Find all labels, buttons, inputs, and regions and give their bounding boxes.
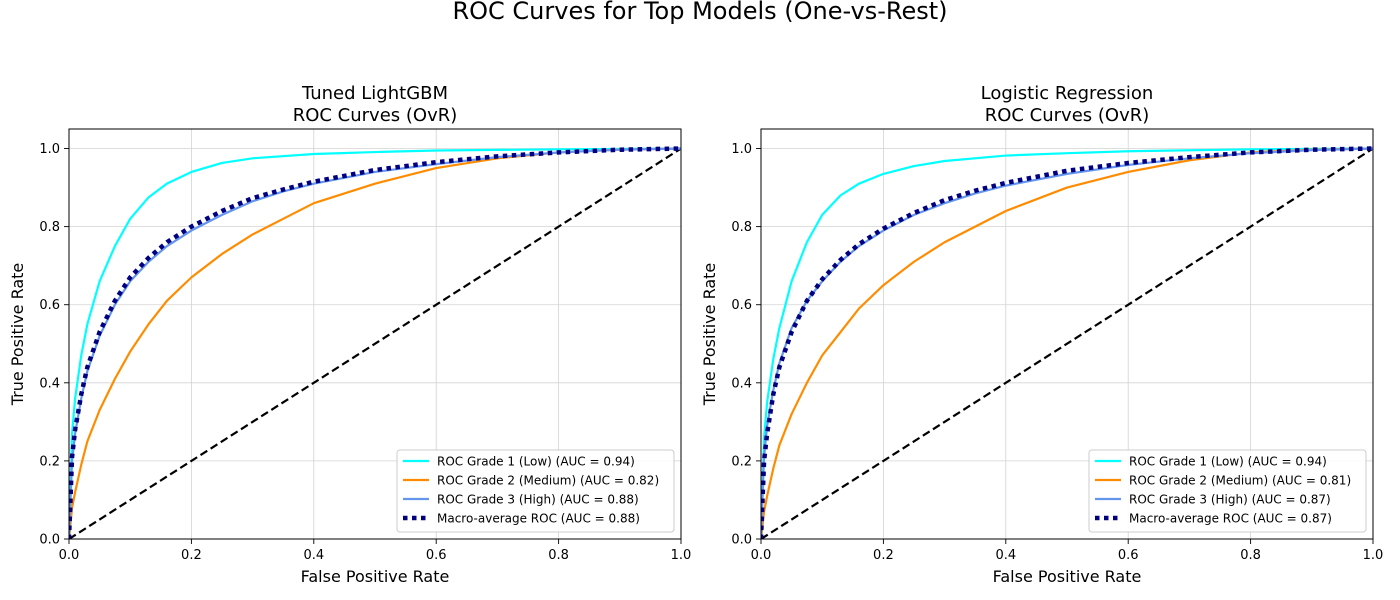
roc-series-line — [761, 146, 1373, 539]
y-tick-label: 0.4 — [39, 376, 60, 391]
legend-box — [1088, 449, 1367, 533]
y-tick-label: 0.4 — [731, 376, 752, 391]
y-axis-label: True Positive Rate — [700, 263, 719, 407]
x-tick-label: 0.8 — [548, 548, 569, 563]
x-tick-label: 0.6 — [426, 548, 447, 563]
y-tick-label: 0.6 — [39, 298, 60, 313]
legend-entry-label: ROC Grade 2 (Medium) (AUC = 0.82) — [437, 474, 659, 488]
y-tick-label: 1.0 — [731, 142, 752, 157]
legend-entry-label: ROC Grade 3 (High) (AUC = 0.88) — [437, 493, 639, 507]
roc-series-line — [761, 147, 1373, 539]
chance-diagonal-line — [69, 147, 681, 539]
roc-series-line — [761, 147, 1373, 539]
x-tick-label: 0.0 — [751, 548, 772, 563]
legend-entry-label: ROC Grade 3 (High) (AUC = 0.87) — [1129, 493, 1331, 507]
y-axis-label: True Positive Rate — [8, 263, 27, 407]
legend-entry-label: Macro-average ROC (AUC = 0.87) — [1129, 512, 1332, 526]
roc-series-line — [69, 147, 681, 539]
x-axis-label: False Positive Rate — [993, 567, 1142, 586]
x-tick-label: 1.0 — [671, 548, 692, 563]
y-tick-label: 0.0 — [731, 533, 752, 548]
axes-frame — [68, 128, 682, 540]
y-tick-label: 0.8 — [39, 220, 60, 235]
roc-series-line — [69, 147, 681, 539]
legend-entry-label: ROC Grade 1 (Low) (AUC = 0.94) — [1129, 455, 1327, 469]
legend-entry-label: ROC Grade 2 (Medium) (AUC = 0.81) — [1129, 474, 1351, 488]
x-tick-label: 1.0 — [1363, 548, 1384, 563]
y-tick-label: 0.2 — [731, 454, 752, 469]
legend-entry-label: Macro-average ROC (AUC = 0.88) — [437, 512, 640, 526]
y-tick-label: 0.0 — [39, 533, 60, 548]
figure-suptitle: ROC Curves for Top Models (One-vs-Rest) — [452, 0, 947, 25]
axes-frame — [760, 128, 1374, 540]
chance-diagonal-line — [761, 147, 1373, 539]
x-tick-label: 0.8 — [1240, 548, 1261, 563]
roc-series-line — [69, 146, 681, 539]
legend: ROC Grade 1 (Low) (AUC = 0.94) ROC Grade … — [1088, 449, 1367, 533]
x-tick-label: 0.2 — [181, 548, 202, 563]
x-tick-label: 0.4 — [303, 548, 324, 563]
x-axis-label: False Positive Rate — [301, 567, 450, 586]
legend: ROC Grade 1 (Low) (AUC = 0.94) ROC Grade … — [396, 449, 675, 533]
legend-box — [396, 449, 675, 533]
chart-title-line: Logistic Regression — [981, 83, 1154, 104]
roc-series-line — [761, 147, 1373, 539]
chart-title-line: ROC Curves (OvR) — [293, 105, 458, 126]
x-tick-label: 0.4 — [995, 548, 1016, 563]
x-tick-label: 0.2 — [873, 548, 894, 563]
x-tick-label: 0.6 — [1118, 548, 1139, 563]
y-tick-label: 0.6 — [731, 298, 752, 313]
chart-title-line: ROC Curves (OvR) — [985, 105, 1150, 126]
y-tick-label: 0.2 — [39, 454, 60, 469]
legend-entry-label: ROC Grade 1 (Low) (AUC = 0.94) — [437, 455, 635, 469]
y-tick-label: 1.0 — [39, 142, 60, 157]
chart-title-line: Tuned LightGBM — [301, 83, 448, 104]
y-tick-label: 0.8 — [731, 220, 752, 235]
x-tick-label: 0.0 — [59, 548, 80, 563]
